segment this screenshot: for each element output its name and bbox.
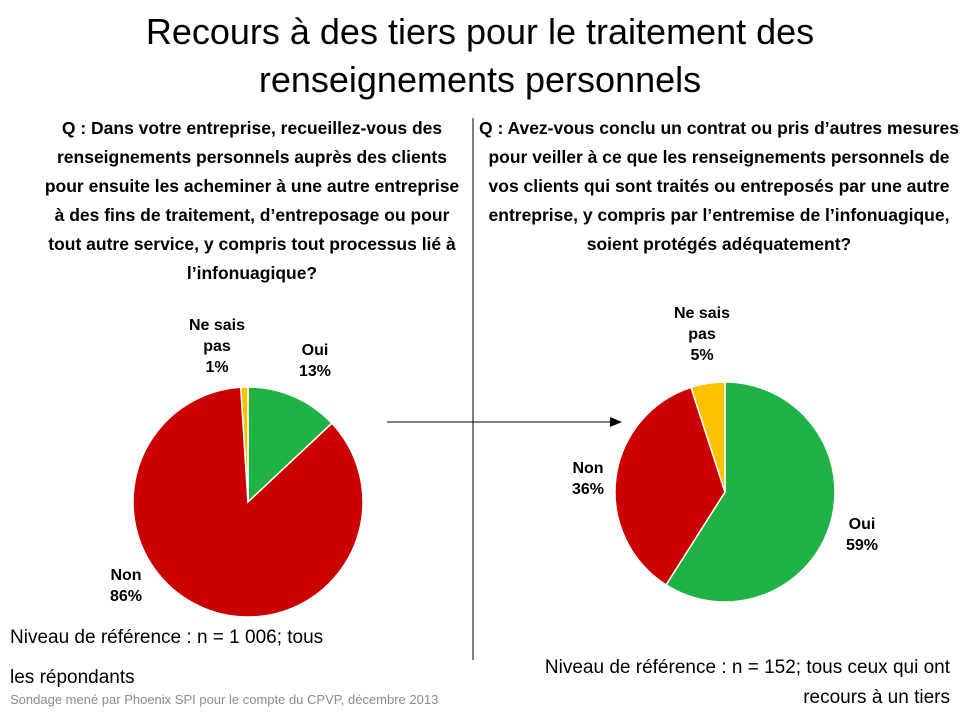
base-note: Niveau de référence : n = 1 006; tous le… — [10, 627, 324, 688]
slice-label: Non — [572, 460, 604, 477]
slice-value: 86% — [109, 588, 143, 605]
question: Q : Avez-vous conclu un contrat ou pris … — [478, 118, 960, 254]
pie-slice — [247, 386, 333, 504]
pie-slice — [665, 381, 836, 603]
slice-value: 5% — [690, 347, 714, 364]
slice-label: Ne sais pas — [673, 305, 731, 343]
slice-value: 59% — [845, 537, 879, 554]
slice-label: Oui — [848, 516, 876, 533]
arrow-head — [610, 417, 622, 427]
source: Sondage mené par Phoenix SPI pour le com… — [10, 692, 439, 707]
slice-value: 1% — [205, 359, 229, 376]
slice-value: 36% — [571, 481, 605, 498]
pie-slice — [132, 386, 364, 618]
slide-title: Recours à des tiers pour le traitement d… — [145, 11, 815, 100]
slice-label: Oui — [301, 342, 329, 359]
pie-slice — [239, 386, 249, 503]
slice-label: Non — [110, 567, 142, 584]
slice-value: 13% — [298, 363, 332, 380]
question: Q : Dans votre entreprise, recueillez-vo… — [44, 118, 460, 283]
slice-label: Ne sais pas — [188, 317, 246, 355]
pie-slice — [690, 381, 726, 493]
pie-slice — [614, 386, 726, 586]
base-note: Niveau de référence : n = 152; tous ceux… — [544, 657, 950, 708]
